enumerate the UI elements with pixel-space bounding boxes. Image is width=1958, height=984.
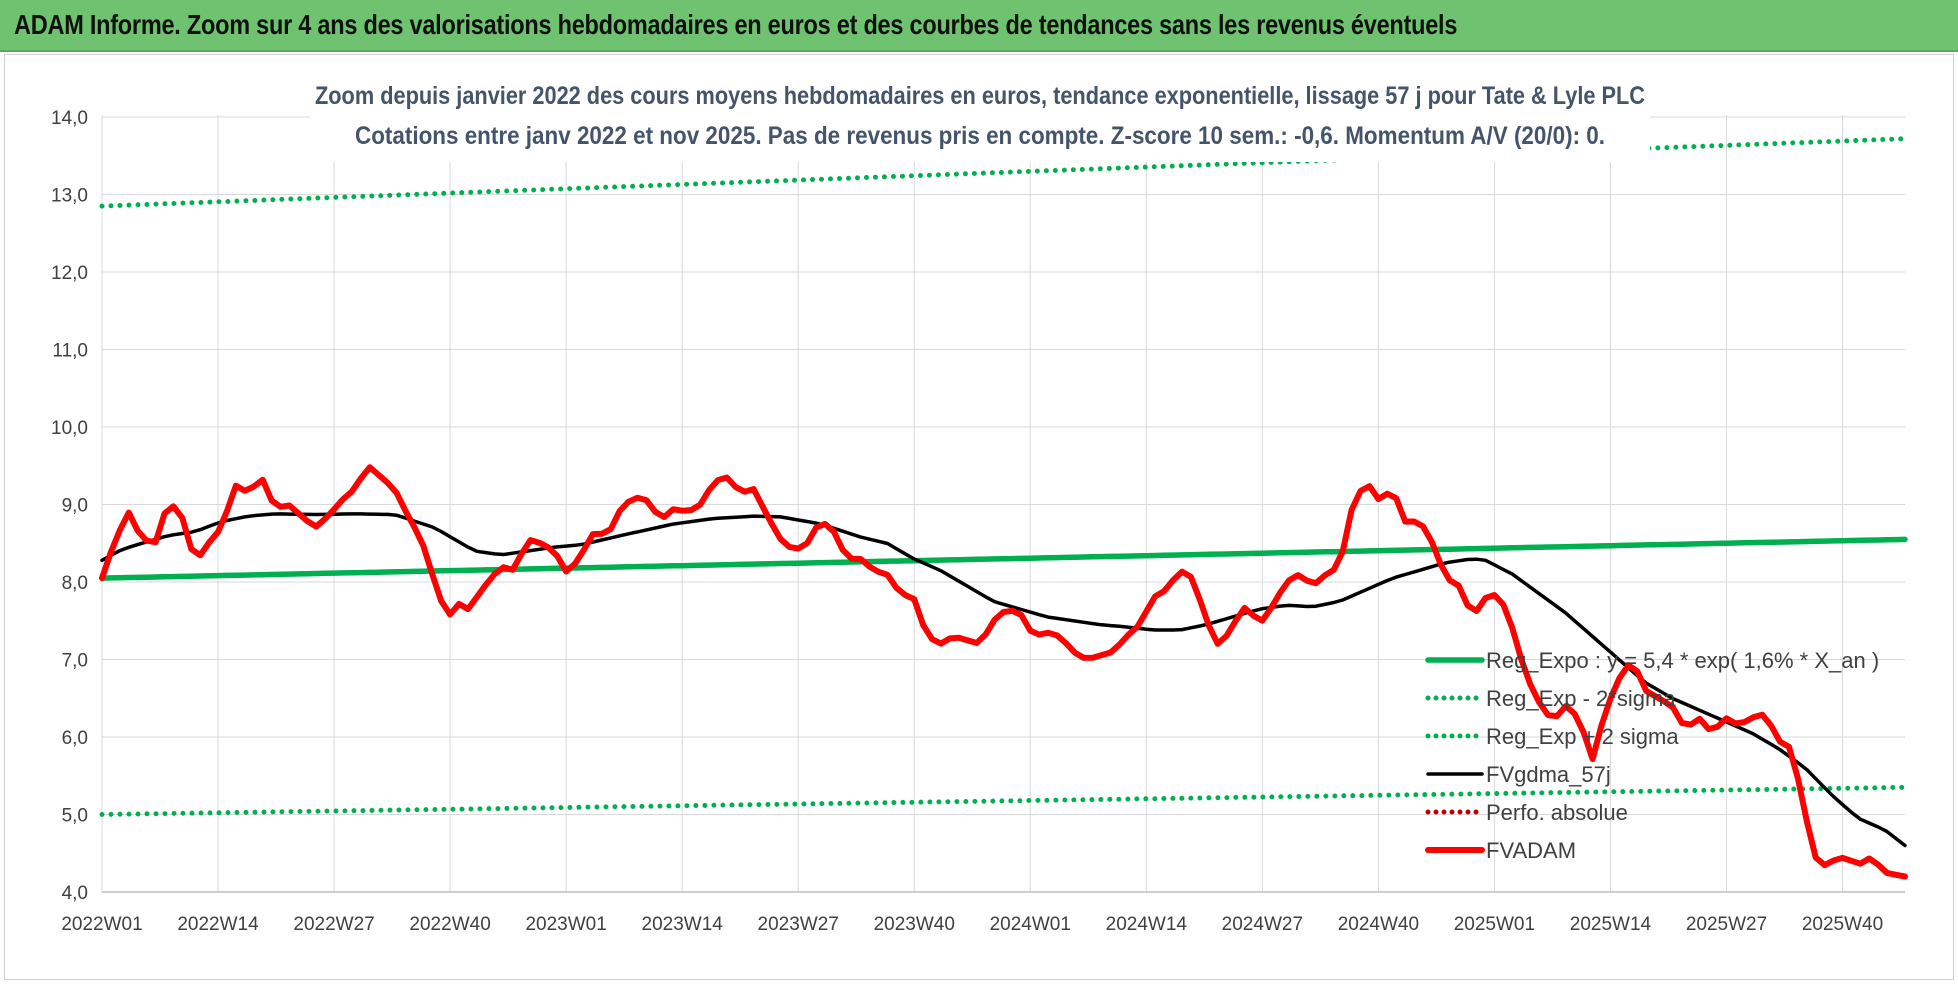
x-tick-label: 2023W27 — [758, 914, 839, 935]
y-tick-label: 10,0 — [51, 418, 88, 439]
series-line-reg_expo — [99, 536, 1908, 581]
title-banner: ADAM Informe. Zoom sur 4 ans des valoris… — [0, 0, 1958, 52]
y-tick-label: 7,0 — [62, 651, 88, 672]
chart-subtitle-line-1: Zoom depuis janvier 2022 des cours moyen… — [315, 82, 1645, 110]
series-line-fvgdma_57j — [100, 512, 1907, 848]
series-line-reg_exp — [99, 784, 1908, 817]
y-tick-label: 12,0 — [51, 263, 88, 284]
legend-label: FVgdma_57j — [1486, 762, 1611, 787]
x-tick-label: 2022W27 — [293, 914, 374, 935]
banner-title: ADAM Informe. Zoom sur 4 ans des valoris… — [14, 9, 1458, 40]
x-tick-label: 2023W14 — [642, 914, 724, 935]
chart-legend: Reg_Expo : y = 5,4 * exp( 1,6% * X_an ) R… — [1425, 648, 1879, 863]
series-lines — [99, 136, 1908, 880]
x-tick-label: 2025W01 — [1454, 914, 1535, 935]
x-tick-label: 2022W40 — [409, 914, 490, 935]
chart-subtitle-line-2: Cotations entre janv 2022 et nov 2025. P… — [355, 122, 1605, 150]
x-tick-label: 2024W27 — [1222, 914, 1303, 935]
legend-label: FVADAM — [1486, 838, 1576, 863]
y-tick-label: 11,0 — [52, 341, 88, 362]
grid-lines — [101, 115, 1905, 893]
legend-label: Reg_Expo : y = 5,4 * exp( 1,6% * X_an ) — [1486, 648, 1879, 673]
y-tick-label: 6,0 — [62, 728, 88, 749]
y-tick-label: 5,0 — [62, 806, 88, 827]
chart-subtitle: Zoom depuis janvier 2022 des cours moyen… — [310, 76, 1650, 162]
y-tick-label: 9,0 — [62, 496, 88, 517]
x-tick-label: 2023W40 — [874, 914, 955, 935]
y-axis-ticks: 4,0 5,0 6,0 7,0 8,0 9,0 10,0 11,0 12,0 13,0 14,0 — [51, 108, 88, 904]
x-tick-label: 2022W01 — [61, 914, 142, 935]
y-tick-label: 14,0 — [51, 108, 88, 129]
legend-label: Perfo. absolue — [1486, 800, 1628, 825]
x-tick-label: 2025W40 — [1802, 914, 1883, 935]
x-tick-label: 2025W27 — [1686, 914, 1767, 935]
y-tick-label: 4,0 — [62, 883, 88, 904]
x-tick-label: 2024W40 — [1338, 914, 1419, 935]
x-tick-label: 2025W14 — [1570, 914, 1652, 935]
y-tick-label: 8,0 — [62, 573, 88, 594]
chart-frame — [4, 54, 1954, 980]
x-tick-label: 2024W01 — [990, 914, 1071, 935]
legend-label: Reg_Exp - 2*sigma — [1486, 686, 1676, 711]
x-tick-label: 2024W14 — [1106, 914, 1188, 935]
legend-label: Reg_Exp + 2 sigma — [1486, 724, 1679, 749]
y-tick-label: 13,0 — [51, 186, 88, 207]
series-line-fvadam — [99, 464, 1908, 880]
x-axis-ticks: 2022W01 2022W14 2022W27 2022W40 2023W01 2023W… — [61, 914, 1883, 935]
x-tick-label: 2022W14 — [177, 914, 259, 935]
x-tick-label: 2023W01 — [525, 914, 606, 935]
